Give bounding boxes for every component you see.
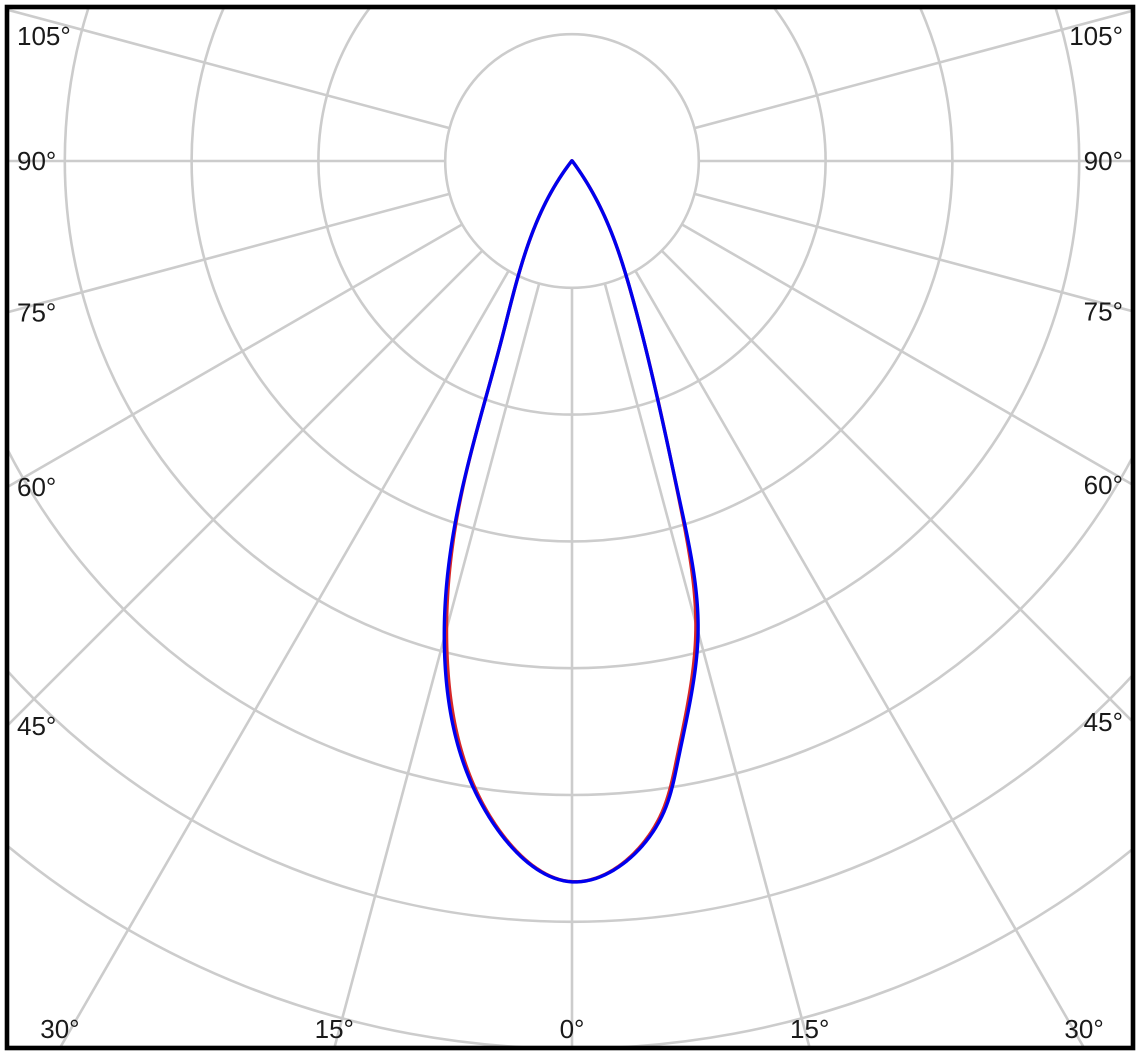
svg-text:90°: 90° bbox=[17, 146, 56, 176]
svg-text:0°: 0° bbox=[560, 1014, 585, 1044]
svg-text:105°: 105° bbox=[17, 21, 71, 51]
svg-text:75°: 75° bbox=[1084, 296, 1123, 326]
svg-text:15°: 15° bbox=[790, 1014, 829, 1044]
svg-text:105°: 105° bbox=[1069, 21, 1123, 51]
svg-text:75°: 75° bbox=[17, 297, 56, 327]
svg-text:30°: 30° bbox=[40, 1014, 79, 1044]
svg-text:45°: 45° bbox=[1084, 707, 1123, 737]
svg-text:15°: 15° bbox=[315, 1014, 354, 1044]
svg-text:90°: 90° bbox=[1084, 146, 1123, 176]
svg-text:60°: 60° bbox=[1084, 470, 1123, 500]
svg-text:60°: 60° bbox=[17, 472, 56, 502]
svg-text:45°: 45° bbox=[17, 711, 56, 741]
svg-text:30°: 30° bbox=[1064, 1014, 1103, 1044]
